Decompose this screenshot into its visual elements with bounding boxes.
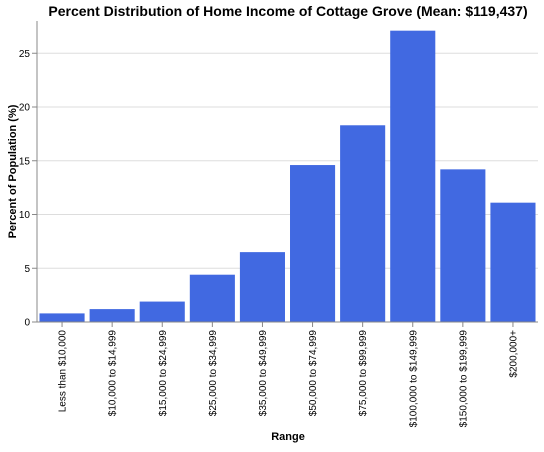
x-tick-label: $35,000 to $49,999: [258, 330, 269, 417]
x-tick-label: $150,000 to $199,999: [458, 330, 469, 428]
bar: [290, 165, 336, 322]
y-tick-label: 0: [24, 318, 30, 329]
bar: [189, 274, 235, 322]
x-tick-label: $15,000 to $24,999: [158, 330, 169, 417]
bar: [139, 301, 185, 322]
x-tick-label: $25,000 to $34,999: [208, 330, 219, 417]
x-axis-ticks: Less than $10,000 $10,000 to $14,999 $15,0…: [58, 322, 519, 428]
bars: [39, 30, 536, 323]
bar: [390, 30, 436, 323]
y-tick-label: 25: [19, 49, 31, 60]
bar: [89, 309, 135, 322]
x-tick-label: $10,000 to $14,999: [108, 330, 119, 417]
bar: [490, 202, 536, 322]
bar: [39, 313, 85, 322]
x-tick-label: Less than $10,000: [58, 330, 69, 413]
bar: [440, 169, 486, 322]
chart-title: Percent Distribution of Home Income of C…: [48, 3, 527, 19]
bar: [340, 125, 386, 323]
x-tick-label: $200,000+: [508, 330, 519, 378]
y-tick-label: 10: [19, 210, 31, 221]
y-axis-ticks: 0 5 10 15 20 25: [19, 49, 37, 329]
y-tick-label: 5: [24, 264, 30, 275]
bar: [239, 252, 285, 322]
x-tick-label: $75,000 to $99,999: [358, 330, 369, 417]
y-axis-title: Percent of Population (%): [7, 104, 19, 238]
axes: [36, 21, 538, 323]
y-tick-label: 20: [19, 103, 31, 114]
x-tick-label: $50,000 to $74,999: [308, 330, 319, 417]
x-tick-label: $100,000 to $149,999: [408, 330, 419, 428]
x-axis-title: Range: [271, 431, 305, 443]
y-tick-label: 15: [19, 156, 31, 167]
